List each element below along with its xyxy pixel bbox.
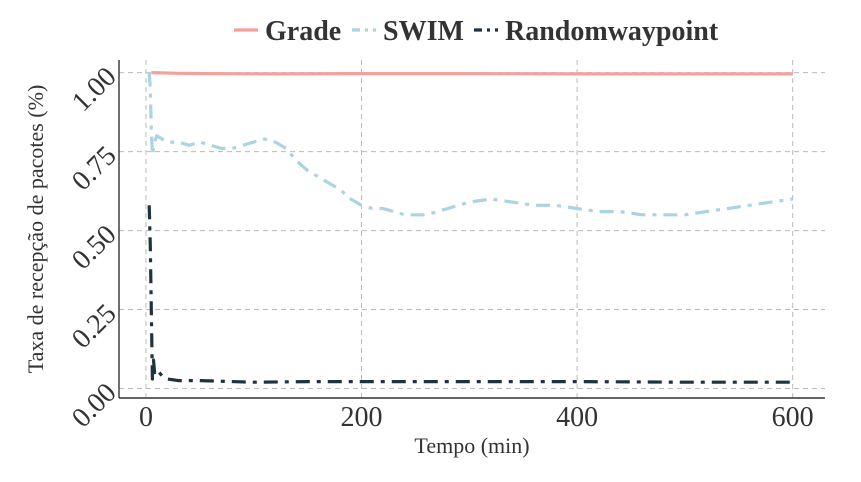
y-tick-label: 0.75 [66, 140, 123, 197]
axes [118, 60, 825, 399]
y-tick-label: 0.25 [66, 298, 123, 355]
x-axis-title: Tempo (min) [414, 433, 529, 458]
series-line-randomwaypoint [147, 205, 793, 384]
x-tick-label: 0 [139, 402, 153, 433]
y-tick-label: 0.00 [66, 377, 123, 434]
x-tick-label: 400 [556, 402, 598, 433]
legend: Grade SWIM Randomwaypoint [234, 16, 719, 47]
x-tick-label: 200 [341, 402, 383, 433]
legend-label-randomwaypoint: Randomwaypoint [505, 16, 719, 47]
tick-labels: 0 200 400 600 0.00 0.25 0.50 0.75 1.00 [66, 61, 814, 433]
series-lines [147, 71, 793, 384]
series-line-grade [151, 71, 793, 76]
y-tick-label: 1.00 [66, 61, 123, 118]
x-tick-label: 600 [772, 402, 814, 433]
y-tick-label: 0.50 [66, 219, 123, 276]
legend-label-swim: SWIM [383, 16, 464, 47]
legend-label-grade: Grade [265, 16, 341, 47]
y-axis-title: Taxa de recepção de pacotes (%) [23, 85, 48, 374]
grid-lines [119, 60, 825, 398]
series-line-swim [147, 72, 793, 217]
